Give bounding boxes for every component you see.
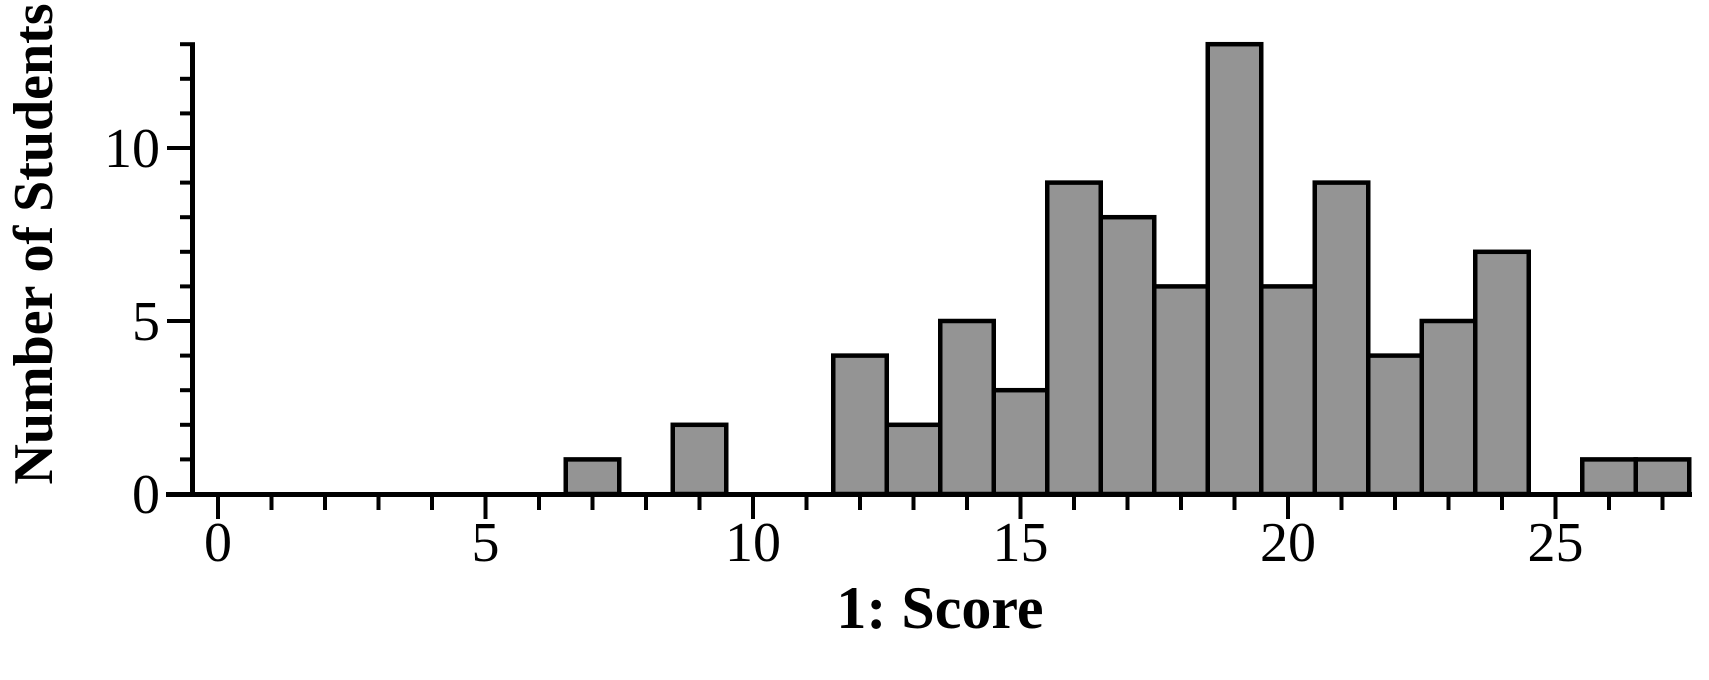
bar-score-19 (1205, 41, 1264, 497)
bar-score-14 (938, 318, 996, 497)
x-tick-label-10: 10 (725, 512, 781, 574)
x-tick-label-20: 20 (1260, 512, 1316, 574)
bar-score-20 (1259, 284, 1317, 497)
bar-score-23 (1419, 318, 1478, 497)
bar-score-21 (1312, 180, 1371, 497)
y-axis-line (190, 42, 195, 497)
y-tick-label-5: 5 (132, 291, 160, 353)
x-axis-line (166, 492, 1692, 497)
bar-score-15 (991, 387, 1050, 497)
y-tick-label-0: 0 (132, 464, 160, 526)
x-tick-label-0: 0 (204, 512, 232, 574)
x-tick-label-15: 15 (993, 512, 1049, 574)
bar-score-26 (1580, 457, 1638, 497)
x-tick-label-5: 5 (472, 512, 500, 574)
bar-score-24 (1473, 249, 1531, 497)
y-tick-label-10: 10 (104, 118, 160, 180)
bar-score-18 (1152, 284, 1210, 497)
bar-score-22 (1366, 353, 1424, 497)
bar-score-16 (1045, 180, 1103, 497)
y-axis-title: Number of Students (3, 3, 65, 484)
bar-score-17 (1098, 214, 1157, 497)
x-tick-label-25: 25 (1528, 512, 1584, 574)
bar-score-13 (884, 422, 943, 497)
chart-layer: 0 5 10 15 20 25 0 5 10 (104, 41, 1692, 574)
bar-score-7 (563, 457, 622, 497)
bar-score-9 (670, 422, 729, 497)
bar-score-12 (831, 353, 889, 497)
x-axis-title: 1: Score (836, 575, 1043, 641)
bar-score-27 (1633, 457, 1692, 497)
